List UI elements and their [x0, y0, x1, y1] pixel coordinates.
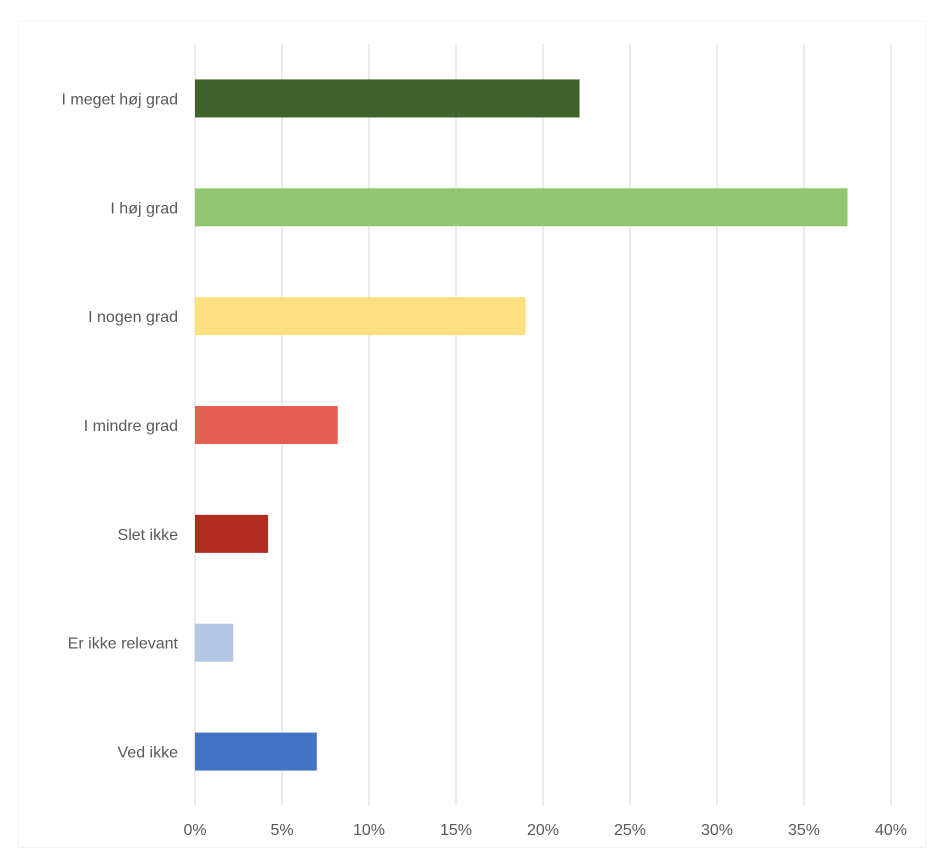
x-tick-label: 35%: [788, 822, 820, 839]
x-tick-label: 20%: [527, 822, 559, 839]
bars: [195, 79, 848, 771]
bar: [195, 623, 234, 662]
bar: [195, 188, 848, 227]
x-tick-label: 5%: [270, 822, 293, 839]
category-label: Slet ikke: [118, 527, 179, 544]
x-tick-label: 25%: [614, 822, 646, 839]
category-labels: I meget høj grad I høj grad I nogen grad I …: [62, 91, 179, 761]
x-tick-label: 0%: [183, 822, 206, 839]
bar: [195, 514, 269, 553]
x-tick-labels: 0% 5% 10% 15% 20% 25% 30% 35% 40%: [183, 822, 907, 839]
bar: [195, 732, 317, 771]
category-label: Er ikke relevant: [68, 636, 179, 653]
x-tick-label: 40%: [875, 822, 907, 839]
category-label: I nogen grad: [88, 309, 178, 326]
x-tick-label: 30%: [701, 822, 733, 839]
bar: [195, 297, 526, 336]
gridlines: [194, 44, 892, 806]
bar: [195, 406, 338, 444]
category-label: I mindre grad: [84, 418, 178, 435]
category-label: I høj grad: [110, 200, 178, 217]
x-tick-label: 15%: [440, 822, 472, 839]
x-tick-label: 10%: [353, 822, 385, 839]
category-label: Ved ikke: [118, 745, 179, 762]
bar: [195, 79, 580, 118]
category-label: I meget høj grad: [62, 91, 179, 108]
chart-frame: [18, 20, 926, 848]
